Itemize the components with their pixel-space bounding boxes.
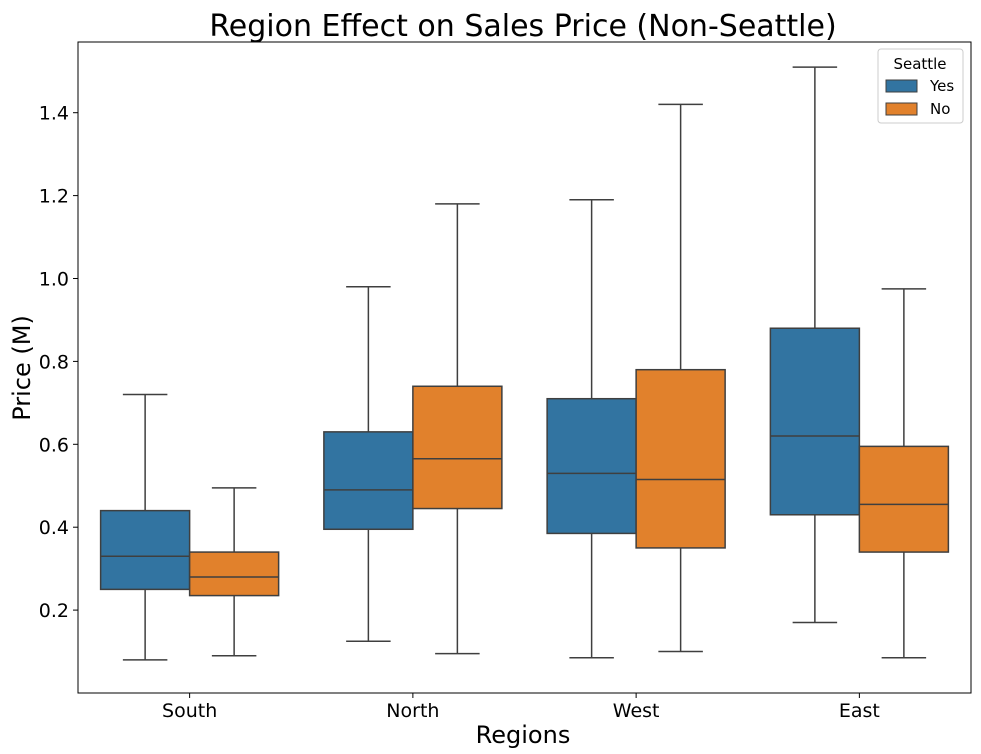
y-tick-label: 0.8 (39, 351, 69, 373)
iqr-box (188, 551, 280, 597)
y-tick-label: 0.4 (39, 517, 69, 539)
box-no-east (858, 288, 950, 659)
legend-label-yes: Yes (929, 77, 954, 95)
iqr-box (858, 445, 950, 553)
legend-swatch-yes (885, 79, 918, 93)
plot-area (77, 41, 972, 694)
iqr-box (546, 397, 637, 535)
iqr-box (323, 431, 414, 531)
box-yes-south (99, 393, 191, 661)
iqr-box (412, 385, 503, 510)
y-tick-label: 1.4 (39, 103, 69, 125)
box-yes-west (546, 198, 637, 659)
y-axis-label: Price (M) (8, 315, 36, 421)
x-tick-label: North (386, 700, 439, 722)
box-yes-east (769, 66, 861, 624)
box-no-north (412, 203, 503, 655)
x-axis: South North West East (162, 693, 880, 722)
y-tick-label: 1.2 (39, 186, 69, 208)
box-plots (99, 66, 950, 661)
chart-title: Region Effect on Sales Price (Non-Seattl… (209, 9, 836, 44)
legend-swatch-no (885, 102, 918, 116)
legend-label-no: No (930, 100, 950, 118)
iqr-box (769, 327, 861, 516)
y-tick-label: 0.6 (39, 434, 69, 456)
y-tick-label: 1.0 (39, 269, 69, 291)
x-tick-label: South (162, 700, 217, 722)
legend-title: Seattle (893, 55, 946, 73)
x-tick-label: East (839, 700, 880, 722)
box-no-south (188, 487, 280, 657)
box-no-west (635, 103, 726, 653)
y-tick-label: 0.2 (39, 600, 69, 622)
legend: Seattle Yes No (877, 48, 964, 124)
x-axis-label: Regions (476, 721, 571, 749)
iqr-box (635, 368, 726, 549)
iqr-box (99, 509, 191, 591)
y-axis: 0.2 0.4 0.6 0.8 1.0 1.2 1.4 (39, 103, 78, 622)
x-tick-label: West (613, 700, 660, 722)
